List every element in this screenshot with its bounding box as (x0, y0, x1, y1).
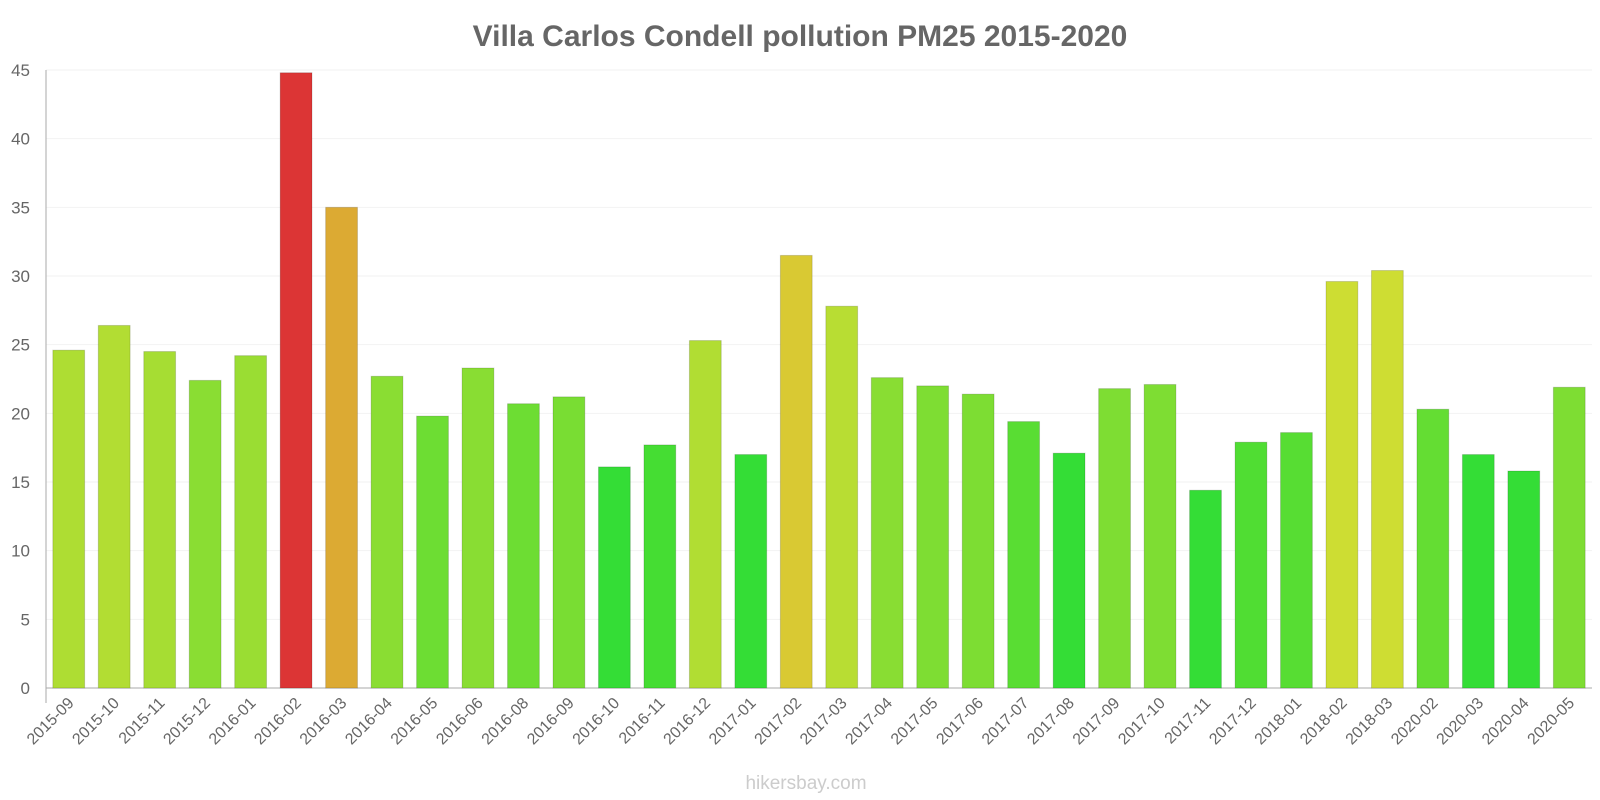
x-tick-label: 2016-12 (661, 695, 715, 749)
x-tick-label: 2016-04 (342, 695, 396, 749)
x-tick-label: 2015-09 (24, 695, 78, 749)
bar-2016-10 (597, 466, 631, 689)
x-tick-label: 2017-10 (1115, 695, 1169, 749)
grid (46, 69, 1592, 620)
bar-2018-03 (1370, 270, 1404, 689)
x-tick-label: 2018-01 (1252, 695, 1306, 749)
x-tick-label: 2017-08 (1024, 695, 1078, 749)
bar-2016-01 (234, 355, 268, 689)
bar-2016-11 (643, 444, 677, 689)
bar-2017-04 (870, 377, 904, 689)
x-tick-label: 2015-10 (69, 695, 123, 749)
x-tick-label: 2018-02 (1297, 695, 1351, 749)
bar-2017-03 (825, 305, 859, 689)
bar-2017-02 (779, 254, 813, 689)
y-tick-label: 20 (11, 404, 30, 423)
y-tick-label: 5 (21, 610, 30, 629)
bar-2016-06 (461, 367, 495, 689)
bar-2017-06 (961, 393, 995, 689)
bar-2017-09 (1098, 388, 1131, 689)
bar-2015-09 (52, 349, 86, 689)
x-tick-label: 2017-04 (842, 695, 896, 749)
bar-2016-02 (279, 72, 313, 689)
bar-2015-11 (143, 351, 177, 689)
bar-2016-05 (416, 415, 449, 689)
x-tick-label: 2016-03 (297, 695, 351, 749)
bar-2017-07 (1007, 421, 1041, 689)
x-tick-label: 2016-08 (479, 695, 533, 749)
bar-2017-01 (734, 454, 768, 689)
bar-2016-04 (370, 375, 404, 689)
bar-2016-08 (507, 403, 540, 689)
chart-title: Villa Carlos Condell pollution PM25 2015… (473, 20, 1128, 53)
x-tick-label: 2016-09 (524, 695, 578, 749)
x-tick-label: 2015-12 (160, 695, 214, 749)
x-tick-label: 2020-03 (1434, 695, 1488, 749)
bar-2017-12 (1234, 441, 1268, 689)
axes (45, 70, 1592, 703)
y-tick-label: 40 (11, 130, 30, 149)
y-tick-label: 15 (11, 473, 30, 492)
x-tick-label: 2017-07 (979, 695, 1033, 749)
x-tick-label: 2017-05 (888, 695, 942, 749)
y-tick-label: 45 (11, 61, 30, 80)
y-tick-label: 25 (11, 336, 30, 355)
bar-2020-02 (1416, 408, 1450, 689)
bar-2016-09 (552, 396, 586, 689)
x-tick-label: 2020-04 (1479, 695, 1533, 749)
x-tick-label: 2017-03 (797, 695, 851, 749)
x-tick-label: 2016-02 (251, 695, 305, 749)
bar-2017-11 (1189, 489, 1222, 689)
bar-2020-03 (1461, 454, 1495, 689)
x-tick-label: 2020-02 (1388, 695, 1442, 749)
y-tick-labels: 0 5 10 15 20 25 30 35 40 45 (11, 61, 30, 698)
x-tick-label: 2015-11 (116, 695, 169, 748)
x-tick-label: 2016-10 (570, 695, 624, 749)
x-tick-label: 2017-02 (752, 695, 806, 749)
bar-2017-10 (1143, 383, 1177, 689)
bar-2018-01 (1280, 432, 1313, 689)
bar-2015-12 (188, 379, 222, 689)
bar-2018-02 (1325, 280, 1359, 689)
x-tick-label: 2016-11 (616, 695, 669, 748)
x-tick-label: 2020-05 (1525, 695, 1579, 749)
bar-2017-05 (916, 385, 950, 689)
y-tick-label: 0 (21, 679, 30, 698)
x-tick-label: 2017-12 (1206, 695, 1260, 749)
bar-2017-08 (1052, 452, 1086, 689)
bar-2020-04 (1507, 470, 1541, 689)
x-tick-labels: 2015-092015-102015-112015-122016-012016-… (24, 695, 1578, 749)
y-tick-label: 30 (11, 267, 30, 286)
x-tick-label: 2017-11 (1162, 695, 1215, 748)
bar-2016-12 (688, 340, 722, 689)
x-tick-label: 2016-06 (433, 695, 487, 749)
x-tick-label: 2018-03 (1343, 695, 1397, 749)
bar-2015-10 (97, 324, 131, 689)
bar-2020-05 (1552, 386, 1586, 689)
x-tick-label: 2017-06 (933, 695, 987, 749)
x-tick-label: 2016-05 (388, 695, 442, 749)
bars (52, 72, 1586, 689)
y-tick-label: 35 (11, 198, 30, 217)
x-tick-label: 2017-09 (1070, 695, 1124, 749)
x-tick-label: 2016-01 (206, 695, 260, 749)
source-credit: hikersbay.com (745, 773, 866, 794)
x-tick-label: 2017-01 (706, 695, 760, 749)
bar-2016-03 (325, 206, 358, 689)
y-tick-label: 10 (11, 542, 30, 561)
